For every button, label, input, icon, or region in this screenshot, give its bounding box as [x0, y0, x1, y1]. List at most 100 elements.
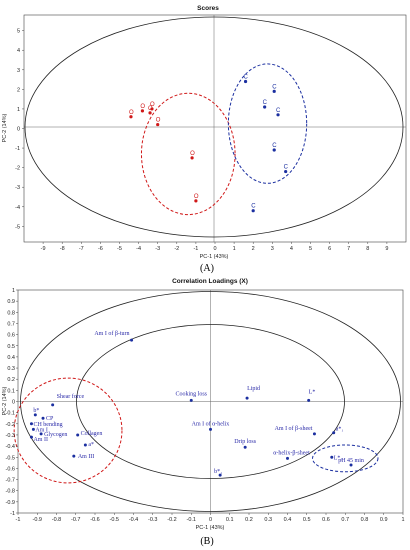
loading-point-drip-loss: [243, 445, 247, 449]
scores-point-c-label: C: [276, 108, 281, 114]
scores-point-o: [129, 115, 133, 119]
scores-x-tick-label: 3: [271, 246, 274, 252]
loading-point-b: [33, 413, 37, 417]
loading-point-cp: [41, 416, 45, 420]
loadings-x-tick-label: -0.4: [129, 517, 138, 523]
loading-point-am-ii: [29, 435, 33, 439]
loading-point-ph-45-min: [349, 463, 353, 467]
scores-point-o-label: O: [140, 104, 145, 110]
loadings-y-tick-label: -0.5: [6, 455, 15, 461]
loadings-y-tick-label: -0.9: [6, 500, 15, 506]
scores-y-tick-label: -4: [15, 205, 20, 211]
loading-label-am-i: Am I: [35, 427, 48, 433]
loading-point-am-i: [31, 427, 35, 431]
loadings-x-tick-label: -0.6: [90, 517, 99, 523]
loadings-c-group-ellipse: [312, 444, 379, 473]
loadings-y-tick-label: 0.7: [7, 321, 15, 327]
loadings-x-tick-label: -0.5: [110, 517, 119, 523]
loadings-y-tick-label: -0.4: [6, 444, 15, 450]
scores-o-group-ellipse: [140, 92, 236, 216]
scores-point-o: [150, 107, 154, 111]
scores-x-tick-label: 1: [233, 246, 236, 252]
scores-x-tick-label: -7: [79, 246, 84, 252]
scores-point-o: [140, 109, 145, 113]
loading-label-collagen: Collagen: [81, 431, 103, 437]
scores-x-axis-label: PC-1 (43%): [200, 254, 229, 260]
loading-point-collagen: [76, 433, 80, 437]
scores-point-o-label: O: [190, 151, 195, 157]
loadings-y-tick-label: 0.5: [7, 344, 15, 350]
scores-point-c: [272, 148, 276, 152]
scores-y-tick-label: 0: [17, 127, 20, 133]
scores-x-tick-label: 7: [347, 246, 350, 252]
loadings-x-tick-label: 0.3: [264, 517, 272, 523]
loading-label-ch-bending: CH bending: [33, 422, 62, 428]
scores-y-axis-label: PC-2 (14%): [2, 113, 8, 142]
loadings-y-tick-label: -0.8: [6, 489, 15, 495]
loadings-y-tick-label: 0: [12, 400, 15, 406]
loading-label-ph-45-min: pH 45 min: [338, 458, 364, 464]
loadings-y-tick-label: -0.1: [6, 411, 15, 417]
scores-y-tick-label: -5: [15, 224, 20, 230]
loadings-points: Am I of β-turn Lipid Cooking loss L* Shear f…: [29, 330, 364, 477]
loading-label-lipid: Lipid: [247, 386, 260, 392]
scores-title: Scores: [197, 5, 219, 12]
loading-label-a: a*₁: [336, 427, 344, 433]
loadings-x-axis-label: PC-1 (43%): [196, 525, 225, 531]
loadings-y-tick-label: 0.9: [7, 299, 15, 305]
loadings-x-tick-label: -1: [16, 517, 21, 523]
panel-b-caption: (B): [200, 536, 213, 547]
scores-x-tick-label: -5: [117, 246, 122, 252]
loading-point-a: [332, 431, 336, 435]
loading-point-cooking-loss: [189, 398, 193, 402]
loadings-x-tick-label: 0.6: [322, 517, 330, 523]
scores-point-c: [263, 105, 267, 109]
scores-y-tick-label: -1: [15, 146, 20, 152]
scores-y-ticks: 5 4 3 2 1 0 -1 -2 -3 -4 -5: [15, 29, 24, 230]
loadings-x-tick-label: 0.9: [380, 517, 388, 523]
scores-x-tick-label: 6: [328, 246, 331, 252]
loading-label-cp: CP: [46, 416, 54, 422]
loading-point-α-helix-β-sheet: [286, 456, 289, 460]
loadings-y-tick-label: -0.6: [6, 466, 15, 472]
loading-label-l: L*: [309, 389, 316, 395]
scores-point-o: [194, 199, 198, 203]
scores-y-tick-label: 1: [17, 107, 20, 113]
loadings-x-tick-label: 0.8: [361, 517, 369, 523]
loading-label-α-helix-β-sheet: α-helix-β-sheet: [273, 450, 310, 456]
scores-x-tick-label: -4: [136, 246, 141, 252]
loadings-x-tick-label: -0.8: [52, 517, 61, 523]
scores-x-tick-label: 8: [366, 246, 369, 252]
loadings-x-tick-label: 0.5: [303, 517, 311, 523]
scores-x-tick-label: 2: [252, 246, 255, 252]
loadings-y-tick-label: 1: [12, 288, 15, 294]
scores-y-tick-label: -2: [15, 166, 20, 172]
scores-panel: Scores -9 -8 -7 -6 -5 -4 -3 -2 -1 0 1 2 3 4 5 6 7 8 9 5 4 3 2…: [2, 5, 407, 274]
scores-point-c: [251, 209, 255, 213]
scores-point-o-label: O: [129, 110, 134, 116]
loadings-y-tick-label: -0.2: [6, 422, 15, 428]
loading-label-drip-loss: Drip loss: [234, 439, 257, 445]
loadings-x-tick-label: -0.1: [187, 517, 196, 523]
loading-label-am-i-of-β-turn: Am I of β-turn: [94, 330, 129, 337]
scores-point-o: [148, 111, 152, 115]
loading-point-b: [218, 473, 222, 477]
loading-label-am-ii: Am II: [33, 437, 48, 443]
scores-point-o-label: O: [156, 118, 161, 124]
loading-label-am-i-of-β-sheet: Am I of β-sheet: [275, 425, 313, 432]
loadings-y-tick-label: -0.3: [6, 433, 15, 439]
scores-x-tick-label: -9: [41, 246, 46, 252]
scores-x-tick-label: -6: [98, 246, 103, 252]
loadings-panel: Correlation Loadings (X) -1 -0.9 -0.8 -0.7-…: [2, 278, 405, 547]
loading-point-glycogen: [39, 432, 43, 436]
scores-point-o-label: O: [150, 102, 155, 108]
loadings-inner-ellipse: [76, 324, 345, 479]
loadings-y-axis-label: PC-2 (14%): [2, 386, 8, 415]
scores-point-c: [243, 79, 248, 84]
scores-point-c-label: C: [284, 165, 289, 171]
scores-x-tick-label: -8: [60, 246, 65, 252]
scores-point-o-label: O: [194, 194, 199, 200]
loadings-x-tick-label: -0.9: [33, 517, 42, 523]
scores-x-ticks: -9 -8 -7 -6 -5 -4 -3 -2 -1 0 1 2 3 4 5 6 7 8 9: [41, 242, 388, 252]
loadings-o-group-ellipse: [13, 377, 123, 484]
